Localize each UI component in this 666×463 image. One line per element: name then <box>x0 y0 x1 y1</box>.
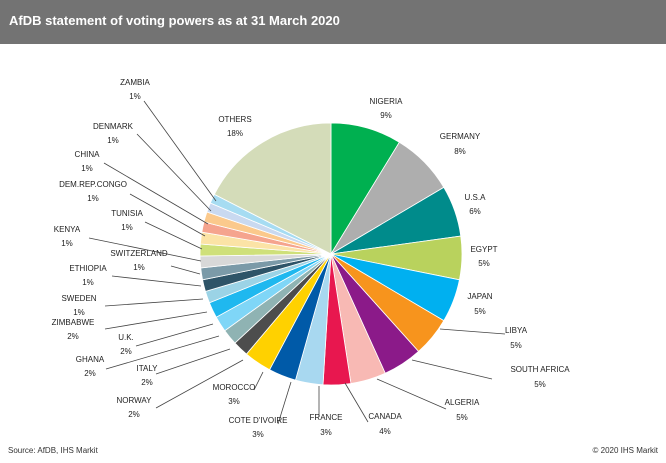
leader-line-switzerland <box>170 265 201 275</box>
slice-name-kenya: KENYA <box>54 225 81 234</box>
slice-percent-tunisia: 1% <box>121 223 133 232</box>
copyright-note: © 2020 IHS Markit <box>592 446 658 455</box>
slice-name-nigeria: NIGERIA <box>370 97 404 106</box>
slice-name-china: CHINA <box>75 150 101 159</box>
slice-percent-germany: 8% <box>454 147 466 156</box>
slice-name-tunisia: TUNISIA <box>111 209 143 218</box>
slice-name-sweden: SWEDEN <box>61 294 96 303</box>
slice-name-egypt: EGYPT <box>470 245 497 254</box>
slice-percent-zimbabwe: 2% <box>67 332 79 341</box>
slice-percent-cote-d-ivoire: 3% <box>252 430 264 439</box>
leader-line-tunisia <box>144 221 203 250</box>
slice-name-u-k: U.K. <box>118 333 134 342</box>
leader-line-u-k <box>135 323 214 347</box>
leader-line-norway <box>155 359 244 409</box>
slice-name-libya: LIBYA <box>505 326 528 335</box>
slice-name-italy: ITALY <box>136 364 158 373</box>
slice-name-zambia: ZAMBIA <box>120 78 150 87</box>
slice-name-south-africa: SOUTH AFRICA <box>510 365 570 374</box>
slice-percent-france: 3% <box>320 428 332 437</box>
slice-percent-switzerland: 1% <box>133 263 145 272</box>
slice-percent-italy: 2% <box>141 378 153 387</box>
slice-percent-norway: 2% <box>128 410 140 419</box>
slice-name-others: OTHERS <box>218 115 251 124</box>
slice-percent-nigeria: 9% <box>380 111 392 120</box>
slice-name-ethiopia: ETHIOPIA <box>69 264 107 273</box>
leader-line-algeria <box>376 378 447 410</box>
leader-line-italy <box>155 348 231 375</box>
slice-name-dem-rep-congo: DEM.REP.CONGO <box>59 180 127 189</box>
leader-line-canada <box>344 382 369 423</box>
slice-percent-u-s-a: 6% <box>469 207 481 216</box>
slice-percent-china: 1% <box>81 164 93 173</box>
slice-name-japan: JAPAN <box>467 292 492 301</box>
leader-line-denmark <box>136 133 212 212</box>
slice-name-canada: CANADA <box>368 412 402 421</box>
slice-name-france: FRANCE <box>310 413 343 422</box>
slice-percent-others: 18% <box>227 129 243 138</box>
leader-line-ethiopia <box>111 275 202 287</box>
slice-name-switzerland: SWITZERLAND <box>110 249 168 258</box>
slice-percent-u-k: 2% <box>120 347 132 356</box>
leader-line-china <box>103 162 209 225</box>
slice-percent-denmark: 1% <box>107 136 119 145</box>
leader-line-zambia <box>143 100 217 202</box>
leader-line-dem-rep-congo <box>129 193 206 237</box>
slice-percent-sweden: 1% <box>73 308 85 317</box>
slice-name-norway: NORWAY <box>117 396 153 405</box>
leader-line-ghana <box>105 335 220 370</box>
slice-percent-south-africa: 5% <box>534 380 546 389</box>
pie-chart: NIGERIA 9% GERMANY 8% U.S.A 6% EGYPT 5% JAPAN 5% L… <box>52 78 571 439</box>
leader-line-kenya <box>88 237 202 262</box>
leader-line-cote-d-ivoire <box>277 381 292 425</box>
chart-title: AfDB statement of voting powers as at 31… <box>9 13 340 28</box>
slice-percent-egypt: 5% <box>478 259 490 268</box>
leader-line-sweden <box>104 298 204 307</box>
slice-percent-morocco: 3% <box>228 397 240 406</box>
source-note: Source: AfDB, IHS Markit <box>8 446 98 455</box>
slice-name-morocco: MOROCCO <box>213 383 256 392</box>
slice-name-u-s-a: U.S.A <box>465 193 487 202</box>
pie-slice-others <box>213 122 332 255</box>
slice-percent-japan: 5% <box>474 307 486 316</box>
leader-line-zimbabwe <box>104 311 208 330</box>
slice-percent-canada: 4% <box>379 427 391 436</box>
slice-percent-libya: 5% <box>510 341 522 350</box>
leader-line-south-africa <box>411 359 493 380</box>
leader-line-libya <box>439 328 506 335</box>
slice-percent-zambia: 1% <box>129 92 141 101</box>
leader-line-morocco <box>253 371 264 391</box>
slice-name-cote-d-ivoire: COTE D'IVOIRE <box>229 416 288 425</box>
slice-name-algeria: ALGERIA <box>445 398 480 407</box>
slice-name-germany: GERMANY <box>440 132 481 141</box>
slice-percent-ethiopia: 1% <box>82 278 94 287</box>
slice-name-denmark: DENMARK <box>93 122 134 131</box>
slice-percent-kenya: 1% <box>61 239 73 248</box>
slice-percent-ghana: 2% <box>84 369 96 378</box>
chart-header: AfDB statement of voting powers as at 31… <box>0 0 666 44</box>
slice-percent-algeria: 5% <box>456 413 468 422</box>
slice-percent-dem-rep-congo: 1% <box>87 194 99 203</box>
slice-name-zimbabwe: ZIMBABWE <box>52 318 95 327</box>
slice-name-ghana: GHANA <box>76 355 105 364</box>
